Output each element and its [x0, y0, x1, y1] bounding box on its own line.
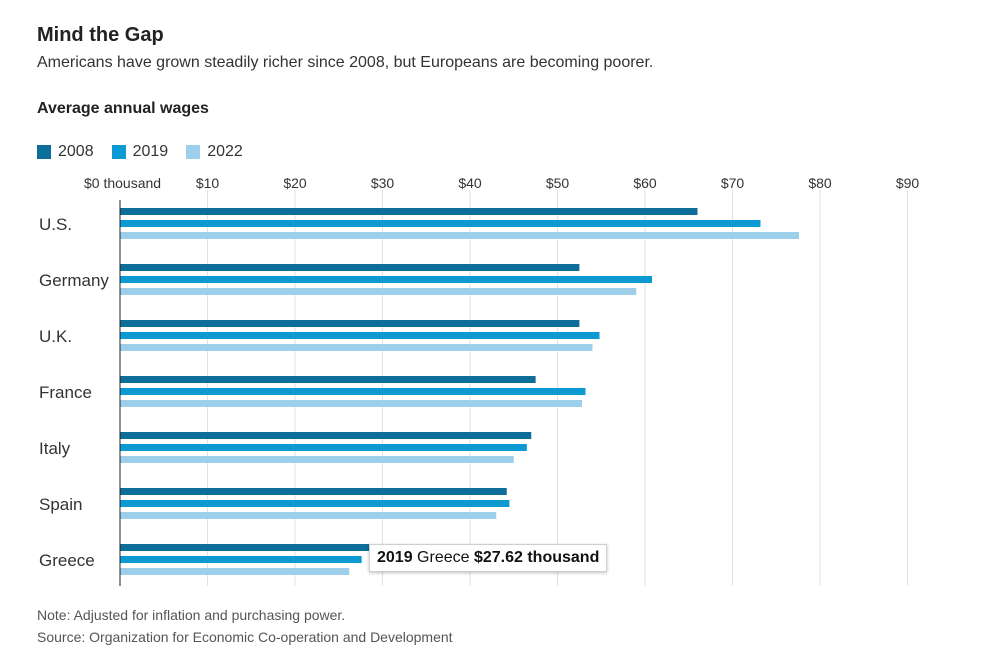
x-tick-label: $60	[633, 175, 657, 191]
bar-germany-2019	[120, 276, 652, 283]
footnote-source: Source: Organization for Economic Co-ope…	[37, 629, 453, 645]
legend-item-2019[interactable]: 2019	[111, 143, 169, 161]
bar-us-2022	[120, 232, 799, 239]
bar-italy-2019	[120, 444, 527, 451]
legend-label-2008: 2008	[58, 143, 94, 160]
x-tick-label: $10	[196, 175, 220, 191]
bar-france-2022	[120, 400, 582, 407]
category-label: Spain	[39, 495, 82, 514]
bar-uk-2022	[120, 344, 593, 351]
category-label: U.K.	[39, 327, 72, 346]
tooltip-year: 2019	[377, 549, 413, 566]
bar-france-2019	[120, 388, 586, 395]
legend: 2008 2019 2022	[37, 143, 261, 161]
x-tick-label: $80	[808, 175, 832, 191]
legend-swatch-2022	[186, 145, 201, 159]
legend-label-2019: 2019	[132, 143, 169, 160]
bar-france-2008	[120, 376, 536, 383]
legend-item-2008[interactable]: 2008	[37, 143, 94, 161]
x-tick-label: $20	[283, 175, 307, 191]
x-tick-label: $40	[458, 175, 482, 191]
bar-uk-2019	[120, 332, 600, 339]
legend-swatch-2019	[111, 145, 126, 159]
category-label: Greece	[39, 551, 95, 570]
bar-spain-2019	[120, 500, 510, 507]
bar-greece-2008	[120, 544, 370, 551]
bar-greece-2019	[120, 556, 362, 563]
x-tick-label: $50	[546, 175, 570, 191]
category-label: France	[39, 383, 92, 402]
category-label: U.S.	[39, 215, 72, 234]
bar-uk-2008	[120, 320, 580, 327]
bar-germany-2022	[120, 288, 637, 295]
x-tick-label: $70	[721, 175, 745, 191]
bar-italy-2008	[120, 432, 532, 439]
chart-subtitle: Americans have grown steadily richer sin…	[37, 54, 654, 71]
legend-label-2022: 2022	[207, 143, 243, 160]
chart-title: Mind the Gap	[37, 24, 164, 46]
legend-swatch-2008	[37, 145, 51, 159]
bar-tooltip: 2019 Greece $27.62 thousand	[369, 544, 608, 572]
footnote-note: Note: Adjusted for inflation and purchas…	[37, 607, 346, 623]
x-tick-label: $30	[371, 175, 395, 191]
bar-spain-2008	[120, 488, 507, 495]
bar-us-2008	[120, 208, 698, 215]
category-label: Italy	[39, 439, 71, 458]
bar-greece-2022	[120, 568, 350, 575]
bar-spain-2022	[120, 512, 497, 519]
bar-italy-2022	[120, 456, 514, 463]
bar-us-2019	[120, 220, 761, 227]
legend-item-2022[interactable]: 2022	[186, 143, 243, 161]
tooltip-value: $27.62 thousand	[473, 549, 600, 566]
x-tick-label: $0 thousand	[84, 175, 161, 191]
bar-germany-2008	[120, 264, 580, 271]
x-tick-label: $90	[896, 175, 920, 191]
category-label: Germany	[39, 271, 109, 290]
tooltip-country: Greece	[417, 549, 470, 566]
chart-heading: Average annual wages	[37, 100, 209, 117]
